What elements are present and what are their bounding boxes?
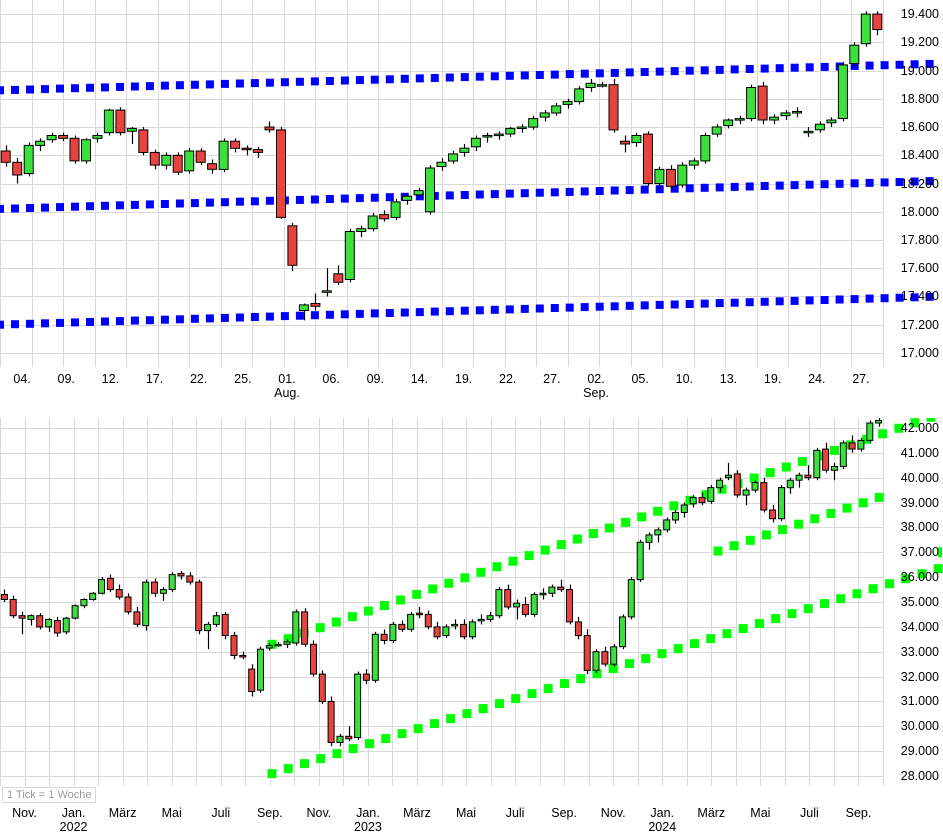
y-axis-tick-label: 19.200 bbox=[900, 35, 939, 50]
x-axis-tick-label: Nov. bbox=[600, 806, 626, 820]
y-axis-tick-label: 28.000 bbox=[900, 769, 939, 784]
x-axis-period-label: 2024 bbox=[648, 820, 677, 834]
y-axis-tick-label: 36.000 bbox=[900, 570, 939, 585]
x-axis-period-label: Sep. bbox=[583, 386, 609, 400]
x-axis-tick-label: Nov. bbox=[306, 806, 332, 820]
y-axis-tick-label: 34.000 bbox=[900, 619, 939, 634]
y-axis-tick-label: 17.200 bbox=[900, 317, 939, 332]
y-axis-tick-label: 18.000 bbox=[900, 204, 939, 219]
x-axis-tick-label: Sep. bbox=[256, 806, 283, 820]
x-axis-tick-label: Juli bbox=[211, 806, 231, 820]
y-axis-tick-label: 42.000 bbox=[900, 420, 939, 435]
y-axis-tick-label: 19.000 bbox=[900, 63, 939, 78]
y-axis-tick-label: 18.600 bbox=[900, 120, 939, 135]
x-axis-period-label: Aug. bbox=[274, 386, 300, 400]
x-axis-tick-label: 24. bbox=[808, 372, 826, 386]
y-axis-tick-label: 19.400 bbox=[900, 7, 939, 22]
y-axis-tick-label: 31.000 bbox=[900, 694, 939, 709]
x-axis-tick-label: Jan. 2023 bbox=[354, 806, 382, 834]
y-axis-tick-label: 17.000 bbox=[900, 345, 939, 360]
x-axis-tick-label: Nov. bbox=[12, 806, 37, 820]
x-axis-tick-label: 09. bbox=[57, 372, 75, 386]
x-axis-tick-label: Mai bbox=[161, 806, 182, 820]
x-axis-tick-label: März bbox=[403, 806, 431, 820]
daily-chart-canvas[interactable] bbox=[0, 0, 943, 408]
y-axis-tick-label: 33.000 bbox=[900, 644, 939, 659]
y-axis-tick-label: 32.000 bbox=[900, 669, 939, 684]
x-axis-tick-label: 01. Aug. bbox=[274, 372, 300, 400]
x-axis-tick-label: 19. bbox=[454, 372, 473, 386]
x-axis-tick-label: Sep. bbox=[551, 806, 577, 820]
y-axis-tick-label: 37.000 bbox=[900, 545, 939, 560]
y-axis-tick-label: 18.200 bbox=[900, 176, 939, 191]
x-axis-tick-label: 12. bbox=[101, 372, 120, 386]
x-axis-tick-label: 09. bbox=[366, 372, 384, 386]
top-daily-chart-panel[interactable]: 19.400 19.200 19.000 18.800 18.600 18.400 18.2… bbox=[0, 0, 943, 408]
y-axis-tick-label: 17.600 bbox=[900, 261, 939, 276]
x-axis-tick-label: Mai bbox=[750, 806, 771, 820]
y-axis-tick-label: 30.000 bbox=[900, 719, 939, 734]
y-axis-tick-label: 35.000 bbox=[900, 595, 939, 609]
x-axis-tick-label: Sep. bbox=[845, 806, 872, 820]
x-axis-tick-label: 02. Sep. bbox=[583, 372, 609, 400]
x-axis-tick-label: Jan. 2022 bbox=[59, 806, 88, 834]
x-axis-tick-label: 10. bbox=[675, 372, 694, 386]
x-axis-tick-label: 19. bbox=[763, 372, 782, 386]
x-axis-tick-label: 27. bbox=[543, 372, 561, 386]
x-axis-tick-label: Juli bbox=[505, 806, 525, 820]
bottom-weekly-chart-panel[interactable]: 42.000 41.000 40.000 39.000 38.000 37.000 36.0… bbox=[0, 418, 943, 838]
x-axis-tick-label: 22. bbox=[499, 372, 517, 386]
x-axis-tick-label: 17. bbox=[145, 372, 164, 386]
y-axis-tick-label: 40.000 bbox=[900, 470, 939, 485]
y-axis-tick-label: 17.800 bbox=[900, 232, 939, 247]
x-axis-tick-label: 25. bbox=[234, 372, 252, 386]
chart-divider bbox=[0, 408, 943, 418]
x-axis-tick-label: März bbox=[697, 806, 726, 820]
y-axis-tick-label: 29.000 bbox=[900, 744, 939, 759]
y-axis-tick-label: 41.000 bbox=[900, 445, 939, 460]
x-axis-period-label: 2022 bbox=[59, 820, 88, 834]
y-axis-tick-label: 18.800 bbox=[900, 91, 939, 106]
x-axis-tick-label: März bbox=[108, 806, 137, 820]
x-axis-tick-label: 13. bbox=[719, 372, 738, 386]
y-axis-tick-label: 17.400 bbox=[900, 289, 939, 304]
x-axis-tick-label: Mai bbox=[455, 806, 477, 820]
tick-interval-label: 1 Tick = 1 Woche bbox=[2, 787, 97, 803]
x-axis-tick-label: 06. bbox=[322, 372, 340, 386]
x-axis-tick-label: 27. bbox=[852, 372, 870, 386]
weekly-chart-canvas[interactable] bbox=[0, 418, 943, 838]
y-axis-tick-label: 39.000 bbox=[900, 495, 939, 510]
x-axis-tick-label: 22. bbox=[189, 372, 208, 386]
x-axis-tick-label: 04. bbox=[13, 372, 31, 386]
x-axis-tick-label: Jan. 2024 bbox=[648, 806, 677, 834]
x-axis-tick-label: Juli bbox=[800, 806, 819, 820]
x-axis-period-label: 2023 bbox=[354, 820, 382, 834]
y-axis-tick-label: 38.000 bbox=[900, 520, 939, 535]
x-axis-tick-label: 05. bbox=[631, 372, 649, 386]
x-axis-tick-label: 14. bbox=[410, 372, 429, 386]
y-axis-tick-label: 18.400 bbox=[900, 148, 939, 163]
